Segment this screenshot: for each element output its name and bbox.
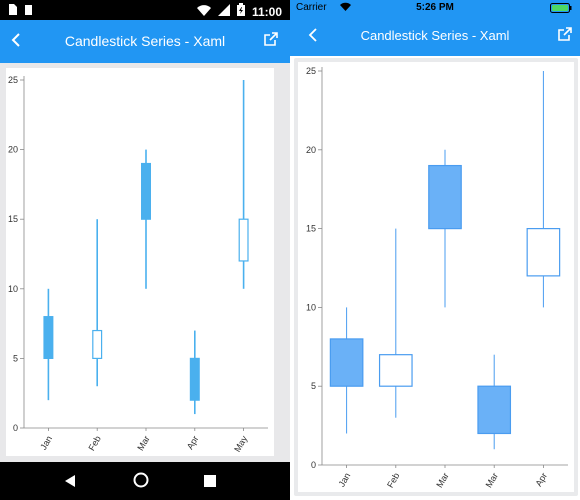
page-title: Candlestick Series - Xaml [64, 33, 226, 49]
y-tick-label: 15 [8, 214, 18, 224]
y-tick-label: 20 [8, 145, 18, 155]
y-tick-label: 5 [13, 353, 18, 363]
sim-icon [8, 3, 18, 21]
page-title: Candlestick Series - Xaml [360, 28, 510, 43]
y-tick-label: 0 [311, 460, 316, 470]
share-icon[interactable] [558, 27, 572, 46]
x-tick-label: Jan [336, 471, 352, 489]
battery-icon [236, 3, 245, 21]
candle-body [428, 164, 462, 230]
x-tick-label: May [232, 434, 249, 454]
nav-home-icon[interactable] [133, 472, 149, 493]
sd-card-icon [24, 3, 33, 21]
candle-body [477, 385, 512, 435]
signal-icon [217, 3, 230, 21]
y-tick-label: 5 [311, 381, 316, 391]
ios-nav-bar: Candlestick Series - Xaml [290, 16, 580, 56]
y-tick-label: 10 [306, 302, 316, 312]
back-chevron-icon[interactable] [308, 28, 318, 47]
x-tick-label: Jan [38, 434, 54, 452]
candlestick-chart: 0 5 10 15 20 25 Jan Feb Mar Apr May [8, 75, 268, 454]
android-app-bar: Candlestick Series - Xaml [0, 20, 290, 63]
nav-recent-icon[interactable] [204, 474, 216, 492]
wifi-icon [340, 2, 351, 14]
y-tick-label: 20 [306, 145, 316, 155]
y-tick-label: 25 [8, 75, 18, 85]
carrier-label: Carrier [296, 2, 327, 13]
back-arrow-icon[interactable] [10, 32, 22, 53]
android-screen: 11:00 Candlestick Series - Xaml 0 5 10 15 20… [0, 0, 290, 500]
x-tick-label: Apr [533, 471, 549, 488]
y-tick-label: 10 [8, 284, 18, 294]
y-tick-label: 15 [306, 224, 316, 234]
x-tick-label: Mar [434, 471, 450, 489]
candle-body [92, 329, 103, 359]
candle-body [378, 354, 413, 387]
candle-body [526, 228, 561, 277]
x-tick-label: Mar [135, 434, 151, 452]
candle-body [43, 316, 54, 359]
x-tick-label: Feb [87, 434, 103, 452]
ios-screen: Carrier 5:26 PM Candlestick Series - Xam… [290, 0, 580, 500]
candle-body [329, 338, 364, 387]
chart-card: 0510152025JanFebMarMarAprMay [298, 62, 574, 492]
ios-status-time: 5:26 PM [416, 2, 454, 13]
ios-status-bar: Carrier 5:26 PM [290, 0, 580, 16]
candle-body [141, 162, 151, 220]
candle-body [189, 357, 200, 401]
android-nav-bar [0, 462, 290, 500]
y-tick-label: 0 [13, 423, 18, 433]
android-status-time: 11:00 [251, 5, 282, 19]
chart-card: 0 5 10 15 20 25 Jan Feb Mar Apr May [6, 68, 274, 456]
android-status-bar: 11:00 [0, 0, 290, 20]
battery-icon [550, 3, 572, 16]
wifi-icon [196, 3, 211, 21]
y-tick-label: 25 [306, 66, 316, 76]
x-tick-label: Mar [484, 471, 500, 489]
share-icon[interactable] [264, 32, 278, 51]
x-tick-label: Feb [385, 471, 401, 489]
candlestick-chart: 0510152025JanFebMarMarAprMay [306, 66, 568, 489]
nav-back-icon[interactable] [64, 474, 76, 493]
x-tick-label: Apr [185, 434, 201, 451]
candle-body [238, 218, 249, 262]
